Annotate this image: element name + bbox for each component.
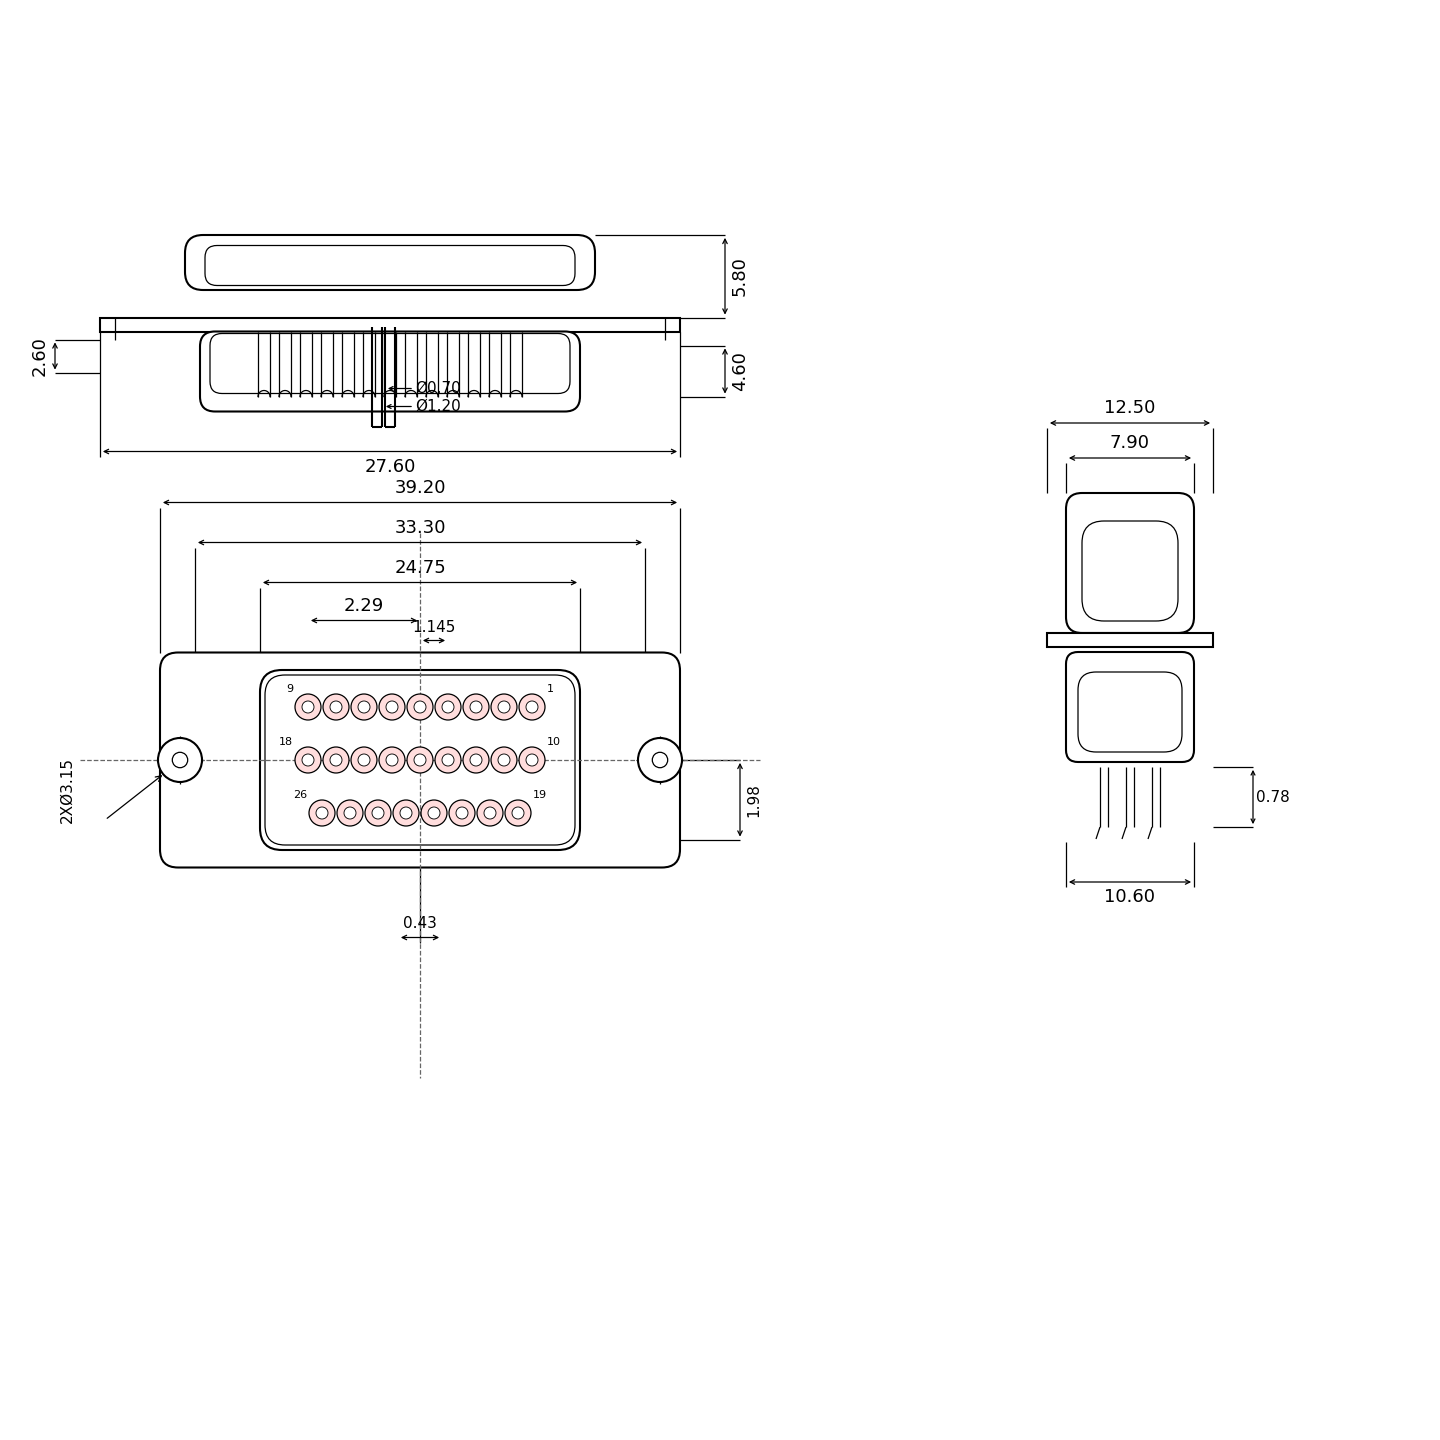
Circle shape	[435, 747, 461, 773]
Circle shape	[408, 694, 433, 720]
Bar	[1047, 634, 1212, 647]
Circle shape	[518, 694, 544, 720]
Text: 19: 19	[533, 791, 547, 801]
FancyBboxPatch shape	[1079, 672, 1182, 752]
Circle shape	[442, 755, 454, 766]
Circle shape	[415, 701, 426, 713]
Text: 26: 26	[292, 791, 307, 801]
Text: 5.80: 5.80	[732, 256, 749, 297]
Text: 2.29: 2.29	[344, 596, 384, 615]
Circle shape	[513, 806, 524, 819]
Text: 24.75: 24.75	[395, 559, 446, 576]
Circle shape	[364, 801, 392, 827]
Circle shape	[400, 806, 412, 819]
FancyBboxPatch shape	[1066, 492, 1194, 634]
FancyBboxPatch shape	[1066, 652, 1194, 762]
FancyBboxPatch shape	[200, 331, 580, 412]
Circle shape	[393, 801, 419, 827]
Circle shape	[491, 747, 517, 773]
Bar	[99, 317, 680, 331]
Circle shape	[310, 801, 336, 827]
FancyBboxPatch shape	[204, 245, 575, 285]
Circle shape	[344, 806, 356, 819]
Text: 27.60: 27.60	[364, 458, 416, 475]
Text: 2XØ3.15: 2XØ3.15	[60, 757, 75, 824]
Text: Ø0.70: Ø0.70	[415, 382, 461, 396]
Circle shape	[386, 755, 397, 766]
Circle shape	[323, 694, 348, 720]
Circle shape	[351, 747, 377, 773]
Text: Ø1.20: Ø1.20	[415, 399, 461, 415]
Circle shape	[469, 755, 482, 766]
Circle shape	[498, 701, 510, 713]
Circle shape	[330, 755, 343, 766]
Circle shape	[505, 801, 531, 827]
Circle shape	[498, 755, 510, 766]
Circle shape	[526, 701, 539, 713]
Circle shape	[379, 747, 405, 773]
Circle shape	[386, 701, 397, 713]
Text: 0.43: 0.43	[403, 916, 436, 932]
Circle shape	[484, 806, 495, 819]
Circle shape	[477, 801, 503, 827]
Circle shape	[526, 755, 539, 766]
Circle shape	[359, 701, 370, 713]
Text: 18: 18	[279, 737, 292, 747]
FancyBboxPatch shape	[1081, 521, 1178, 621]
Circle shape	[330, 701, 343, 713]
Text: 10.60: 10.60	[1104, 888, 1155, 906]
Text: 7.90: 7.90	[1110, 433, 1151, 452]
Circle shape	[295, 694, 321, 720]
Circle shape	[158, 739, 202, 782]
Circle shape	[518, 747, 544, 773]
Text: 33.30: 33.30	[395, 518, 446, 537]
Circle shape	[435, 694, 461, 720]
Text: 12.50: 12.50	[1104, 399, 1156, 418]
Text: 1.145: 1.145	[412, 619, 455, 635]
Text: 1: 1	[547, 684, 554, 694]
Text: 39.20: 39.20	[395, 478, 446, 497]
Text: 1.98: 1.98	[746, 783, 760, 816]
Text: 10: 10	[547, 737, 562, 747]
Circle shape	[337, 801, 363, 827]
Circle shape	[372, 806, 384, 819]
Circle shape	[351, 694, 377, 720]
Circle shape	[359, 755, 370, 766]
Text: 0.78: 0.78	[1256, 789, 1290, 805]
Circle shape	[323, 747, 348, 773]
Circle shape	[638, 739, 683, 782]
FancyBboxPatch shape	[160, 652, 680, 867]
Circle shape	[379, 694, 405, 720]
Circle shape	[173, 752, 187, 768]
Circle shape	[449, 801, 475, 827]
Circle shape	[464, 694, 490, 720]
Circle shape	[456, 806, 468, 819]
Text: 2.60: 2.60	[32, 336, 49, 376]
Circle shape	[491, 694, 517, 720]
Text: 4.60: 4.60	[732, 351, 749, 390]
Circle shape	[415, 755, 426, 766]
Circle shape	[469, 701, 482, 713]
FancyBboxPatch shape	[184, 235, 595, 289]
Circle shape	[302, 755, 314, 766]
Circle shape	[295, 747, 321, 773]
Text: 9: 9	[287, 684, 292, 694]
FancyBboxPatch shape	[210, 334, 570, 393]
Circle shape	[652, 752, 668, 768]
Circle shape	[428, 806, 441, 819]
Circle shape	[302, 701, 314, 713]
Circle shape	[408, 747, 433, 773]
FancyBboxPatch shape	[261, 670, 580, 850]
Circle shape	[464, 747, 490, 773]
Circle shape	[442, 701, 454, 713]
FancyBboxPatch shape	[265, 675, 575, 845]
Circle shape	[420, 801, 446, 827]
Circle shape	[315, 806, 328, 819]
